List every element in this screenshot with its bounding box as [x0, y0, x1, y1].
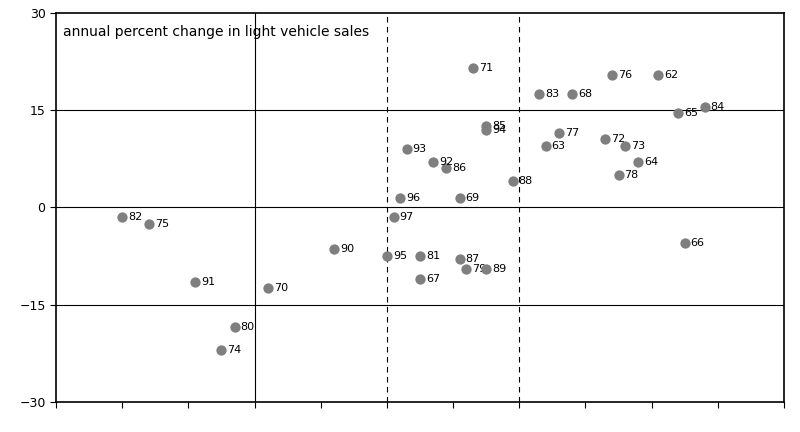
Point: [466, 64, 479, 71]
Point: [387, 214, 400, 220]
Point: [215, 346, 228, 353]
Text: 89: 89: [492, 264, 506, 274]
Text: 80: 80: [241, 322, 254, 332]
Point: [327, 246, 340, 253]
Text: 77: 77: [565, 128, 579, 138]
Text: 90: 90: [340, 245, 354, 254]
Point: [672, 110, 685, 117]
Text: 69: 69: [466, 193, 480, 203]
Text: 97: 97: [399, 212, 414, 222]
Text: 83: 83: [545, 89, 559, 99]
Text: 66: 66: [690, 238, 705, 248]
Point: [414, 275, 426, 282]
Point: [262, 285, 274, 292]
Text: 85: 85: [492, 121, 506, 131]
Point: [553, 130, 566, 137]
Point: [381, 252, 394, 259]
Text: 63: 63: [552, 141, 566, 151]
Point: [228, 324, 241, 331]
Point: [440, 165, 453, 172]
Text: 92: 92: [439, 157, 454, 167]
Text: 82: 82: [128, 212, 142, 222]
Point: [460, 265, 473, 273]
Text: 68: 68: [578, 89, 592, 99]
Text: 71: 71: [479, 63, 493, 73]
Text: 86: 86: [453, 163, 466, 174]
Text: 81: 81: [426, 251, 440, 261]
Text: 79: 79: [472, 264, 486, 274]
Point: [678, 239, 691, 246]
Text: 75: 75: [154, 219, 169, 229]
Point: [506, 178, 519, 185]
Point: [599, 136, 612, 143]
Point: [606, 71, 618, 78]
Text: 65: 65: [684, 108, 698, 118]
Point: [612, 172, 625, 178]
Text: 88: 88: [518, 176, 533, 187]
Text: 93: 93: [413, 144, 427, 154]
Point: [533, 91, 546, 98]
Text: 91: 91: [201, 277, 215, 287]
Point: [394, 194, 406, 201]
Text: 78: 78: [625, 170, 638, 180]
Point: [414, 252, 426, 259]
Text: 76: 76: [618, 70, 632, 79]
Point: [539, 143, 552, 149]
Point: [480, 123, 493, 130]
Text: 95: 95: [393, 251, 407, 261]
Point: [454, 194, 466, 201]
Point: [480, 126, 493, 133]
Point: [652, 71, 665, 78]
Point: [698, 103, 711, 110]
Point: [189, 279, 202, 286]
Point: [116, 214, 129, 220]
Text: 87: 87: [466, 254, 480, 264]
Text: annual percent change in light vehicle sales: annual percent change in light vehicle s…: [63, 25, 370, 38]
Point: [480, 265, 493, 273]
Text: 73: 73: [631, 141, 646, 151]
Point: [632, 159, 645, 165]
Point: [618, 143, 631, 149]
Text: 94: 94: [492, 124, 506, 135]
Text: 70: 70: [274, 283, 288, 293]
Text: 84: 84: [710, 102, 725, 112]
Point: [142, 220, 155, 227]
Point: [400, 146, 413, 152]
Point: [566, 91, 578, 98]
Text: 67: 67: [426, 273, 440, 284]
Text: 74: 74: [227, 345, 242, 355]
Text: 64: 64: [644, 157, 658, 167]
Text: 96: 96: [406, 193, 420, 203]
Point: [427, 159, 440, 165]
Point: [454, 256, 466, 263]
Text: 62: 62: [664, 70, 678, 79]
Text: 72: 72: [611, 134, 626, 144]
